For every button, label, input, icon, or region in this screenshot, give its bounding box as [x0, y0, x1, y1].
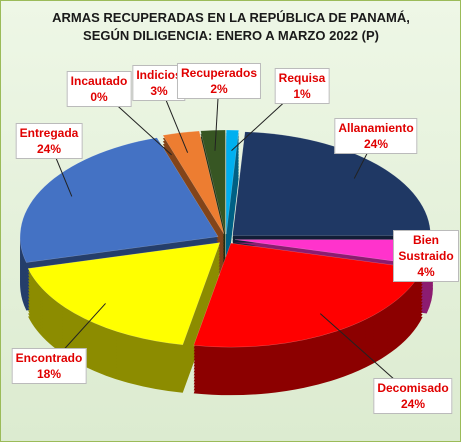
data-label: Indicios 3%: [132, 65, 186, 101]
value-label: 1%: [293, 87, 311, 101]
category-label: Incautado: [70, 74, 128, 88]
value-label: 24%: [36, 142, 62, 156]
slice: [200, 129, 226, 235]
value-label: 4%: [417, 265, 435, 279]
data-label: Incautado 0%: [66, 71, 132, 107]
value-label: 24%: [363, 137, 389, 151]
data-label: Entregada 24%: [15, 123, 83, 159]
data-label: Allanamiento 24%: [334, 118, 418, 154]
value-label: 0%: [90, 90, 108, 104]
data-label: Requisa 1%: [274, 68, 330, 104]
category-label: Decomisado: [377, 381, 449, 395]
value-label: 3%: [150, 84, 168, 98]
category-label: Bien Sustraido: [398, 233, 454, 263]
data-label: Recuperados 2%: [176, 63, 262, 99]
data-label: Decomisado 24%: [373, 378, 453, 414]
value-label: 18%: [36, 367, 62, 381]
slice: [27, 242, 221, 346]
value-label: 2%: [210, 82, 228, 96]
category-label: Recuperados: [180, 66, 258, 80]
chart-title: ARMAS RECUPERADAS EN LA REPÚBLICA DE PAN…: [52, 10, 410, 43]
slice: [193, 242, 423, 348]
category-label: Entregada: [19, 126, 79, 140]
data-label: Encontrado 18%: [11, 348, 87, 384]
category-label: Encontrado: [15, 351, 83, 365]
category-label: Requisa: [278, 71, 326, 85]
value-label: 24%: [400, 397, 426, 411]
slice: [19, 137, 219, 263]
category-label: Allanamiento: [338, 121, 414, 135]
slice: [162, 130, 225, 235]
data-label: Bien Sustraido 4%: [393, 230, 459, 282]
slice: [226, 129, 239, 235]
slice: [232, 131, 431, 236]
category-label: Indicios: [136, 68, 182, 82]
